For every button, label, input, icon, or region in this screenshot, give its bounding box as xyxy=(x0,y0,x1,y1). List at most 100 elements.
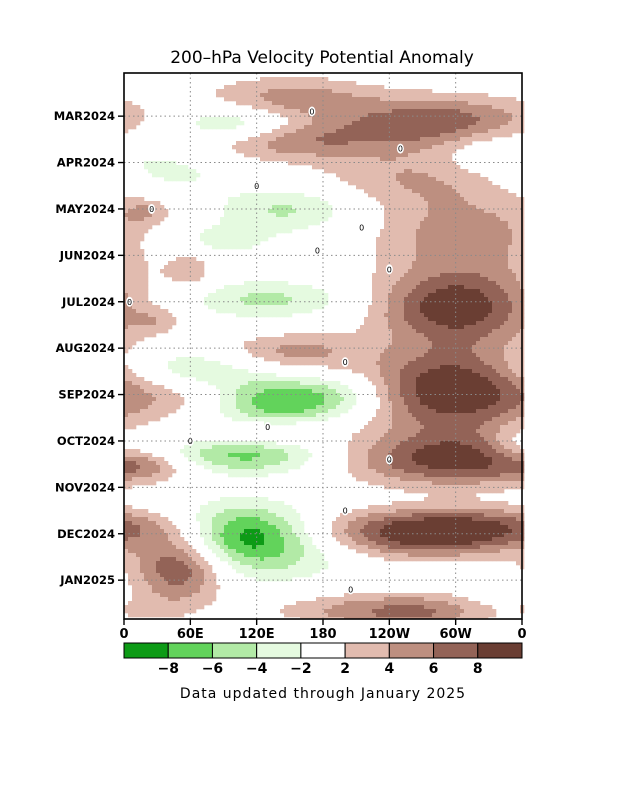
field-cell xyxy=(468,237,473,242)
field-cell xyxy=(500,125,505,130)
field-cell xyxy=(500,321,505,326)
field-cell xyxy=(356,137,361,142)
field-cell xyxy=(164,273,169,278)
field-cell xyxy=(496,393,501,398)
field-cell xyxy=(416,389,421,394)
field-cell xyxy=(488,121,493,126)
field-cell xyxy=(420,269,425,274)
field-cell xyxy=(428,389,433,394)
field-cell xyxy=(124,229,129,234)
field-cell xyxy=(452,361,457,366)
field-cell xyxy=(484,309,489,314)
field-cell xyxy=(288,301,293,306)
field-cell xyxy=(404,189,409,194)
field-cell xyxy=(336,333,341,338)
field-cell xyxy=(392,249,397,254)
field-cell xyxy=(404,145,409,150)
field-cell xyxy=(480,97,485,102)
field-cell xyxy=(288,125,293,130)
field-cell xyxy=(476,217,481,222)
field-cell xyxy=(332,85,337,90)
field-cell xyxy=(404,209,409,214)
field-cell xyxy=(312,137,317,142)
field-cell xyxy=(180,173,185,178)
field-cell xyxy=(224,117,229,122)
field-cell xyxy=(492,101,497,106)
field-cell xyxy=(448,117,453,122)
field-cell xyxy=(432,345,437,350)
field-cell xyxy=(472,205,477,210)
field-cell xyxy=(500,325,505,330)
field-cell xyxy=(476,381,481,386)
field-cell xyxy=(508,369,513,374)
field-cell xyxy=(428,197,433,202)
field-cell xyxy=(208,237,213,242)
field-cell xyxy=(472,217,477,222)
field-cell xyxy=(320,353,325,358)
field-cell xyxy=(264,145,269,150)
field-cell xyxy=(416,245,421,250)
field-cell xyxy=(196,365,201,370)
field-cell xyxy=(460,105,465,110)
field-cell xyxy=(492,277,497,282)
field-cell xyxy=(404,345,409,350)
field-cell xyxy=(280,389,285,394)
field-cell xyxy=(324,109,329,114)
field-cell xyxy=(228,117,233,122)
field-cell xyxy=(308,149,313,154)
field-cell xyxy=(392,137,397,142)
field-cell xyxy=(428,261,433,266)
field-cell xyxy=(416,269,421,274)
field-cell xyxy=(428,293,433,298)
field-cell xyxy=(320,213,325,218)
field-cell xyxy=(304,341,309,346)
field-cell xyxy=(488,189,493,194)
field-cell xyxy=(500,201,505,206)
field-cell xyxy=(472,341,477,346)
field-cell xyxy=(468,129,473,134)
field-cell xyxy=(504,101,509,106)
field-cell xyxy=(148,397,153,402)
field-cell xyxy=(492,105,497,110)
field-cell xyxy=(464,209,469,214)
field-cell xyxy=(132,277,137,282)
field-cell xyxy=(440,257,445,262)
field-cell xyxy=(392,225,397,230)
field-cell xyxy=(204,297,209,302)
field-cell xyxy=(304,77,309,82)
field-cell xyxy=(492,349,497,354)
field-cell xyxy=(376,245,381,250)
field-cell xyxy=(408,121,413,126)
field-cell xyxy=(448,249,453,254)
field-cell xyxy=(456,389,461,394)
field-cell xyxy=(384,193,389,198)
field-cell xyxy=(152,221,157,226)
field-cell xyxy=(124,209,129,214)
field-cell xyxy=(456,301,461,306)
field-cell xyxy=(400,305,405,310)
field-cell xyxy=(500,397,505,402)
field-cell xyxy=(352,113,357,118)
field-cell xyxy=(136,389,141,394)
field-cell xyxy=(488,377,493,382)
field-cell xyxy=(472,113,477,118)
field-cell xyxy=(320,157,325,162)
field-cell xyxy=(268,197,273,202)
field-cell xyxy=(136,237,141,242)
field-cell xyxy=(396,93,401,98)
field-cell xyxy=(364,161,369,166)
field-cell xyxy=(456,137,461,142)
field-cell xyxy=(464,177,469,182)
field-cell xyxy=(452,261,457,266)
field-cell xyxy=(428,201,433,206)
field-cell xyxy=(448,289,453,294)
field-cell xyxy=(136,201,141,206)
field-cell xyxy=(356,93,361,98)
field-cell xyxy=(244,101,249,106)
field-cell xyxy=(316,349,321,354)
field-cell xyxy=(304,381,309,386)
field-cell xyxy=(440,397,445,402)
field-cell xyxy=(472,237,477,242)
field-cell xyxy=(196,265,201,270)
field-cell xyxy=(176,357,181,362)
